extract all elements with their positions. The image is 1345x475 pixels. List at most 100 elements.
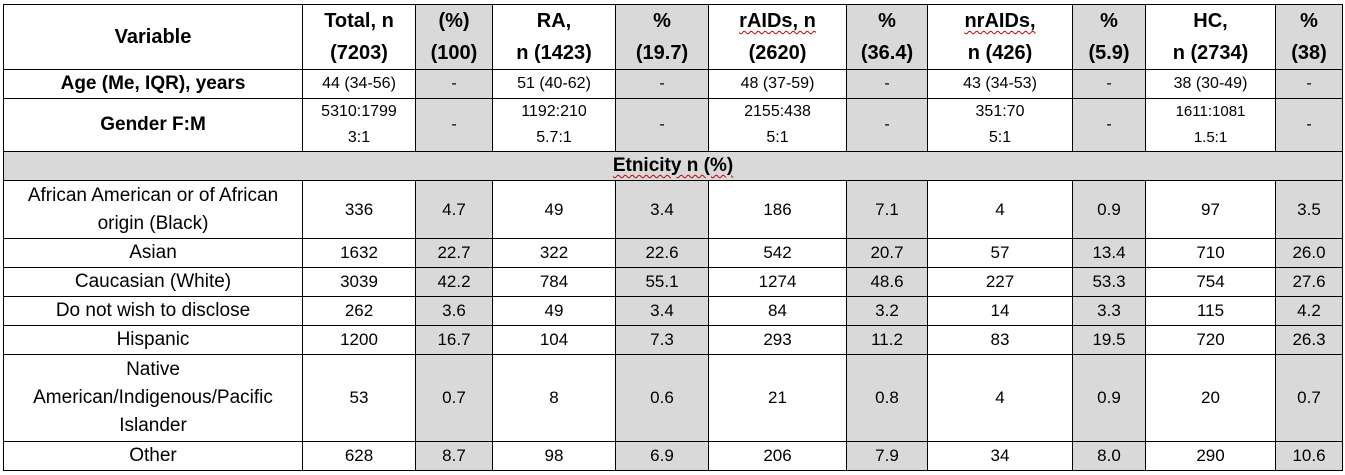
header-raids-pct: % (36.4) <box>846 4 928 70</box>
cell-count: 4 <box>927 180 1073 239</box>
cell-percent: 4.2 <box>1275 296 1343 326</box>
age-hc-pct: - <box>1275 69 1343 99</box>
section-row: Etnicity n (%) <box>3 151 1343 181</box>
header-raids: rAIDs, n (2620) <box>708 4 847 70</box>
cell-percent: 53.3 <box>1072 267 1146 297</box>
cell-percent: 7.9 <box>846 441 928 471</box>
age-nraids: 43 (34-53) <box>927 69 1073 99</box>
cell-count: 1632 <box>302 238 416 268</box>
cell-count: 784 <box>492 267 616 297</box>
cell-percent: 8.7 <box>415 441 493 471</box>
gender-total-pct: - <box>415 98 493 152</box>
cell-count: 8 <box>492 354 616 442</box>
cell-percent: 11.2 <box>846 325 928 355</box>
age-raids: 48 (37-59) <box>708 69 847 99</box>
cell-count: 53 <box>302 354 416 442</box>
cell-percent: 0.9 <box>1072 180 1146 239</box>
gender-hc-pct: - <box>1275 98 1343 152</box>
header-total-pct: (%) (100) <box>415 4 493 70</box>
ethnicity-rows: African American or of African origin (B… <box>3 180 1343 471</box>
cell-count: 710 <box>1145 238 1276 268</box>
section-title: Etnicity n (%) <box>3 151 1343 181</box>
cell-count: 720 <box>1145 325 1276 355</box>
cell-percent: 7.3 <box>615 325 709 355</box>
cell-percent: 22.7 <box>415 238 493 268</box>
cell-count: 49 <box>492 180 616 239</box>
age-ra: 51 (40-62) <box>492 69 616 99</box>
row-label: Do not wish to disclose <box>3 296 303 326</box>
cell-percent: 0.6 <box>615 354 709 442</box>
cell-count: 186 <box>708 180 847 239</box>
cell-count: 14 <box>927 296 1073 326</box>
gender-nraids: 351:70 5:1 <box>927 98 1073 152</box>
cell-percent: 6.9 <box>615 441 709 471</box>
gender-hc: 1611:1081 1.5:1 <box>1145 98 1276 152</box>
cell-count: 754 <box>1145 267 1276 297</box>
cell-count: 57 <box>927 238 1073 268</box>
cell-percent: 3.5 <box>1275 180 1343 239</box>
cell-count: 322 <box>492 238 616 268</box>
age-total: 44 (34-56) <box>302 69 416 99</box>
cell-percent: 7.1 <box>846 180 928 239</box>
cell-count: 628 <box>302 441 416 471</box>
table-row: Native American/Indigenous/Pacific Islan… <box>3 354 1343 442</box>
cell-percent: 8.0 <box>1072 441 1146 471</box>
cell-count: 206 <box>708 441 847 471</box>
cell-count: 3039 <box>302 267 416 297</box>
gender-row: Gender F:M 5310:1799 3:1 - 1192:210 5.7:1 … <box>3 98 1343 152</box>
age-label: Age (Me, IQR), years <box>3 69 303 99</box>
cell-count: 542 <box>708 238 847 268</box>
header-nraids-pct: % (5.9) <box>1072 4 1146 70</box>
cell-count: 98 <box>492 441 616 471</box>
cell-percent: 26.3 <box>1275 325 1343 355</box>
header-hc-pct: % (38) <box>1275 4 1343 70</box>
cell-count: 104 <box>492 325 616 355</box>
demographics-table: Variable Total, n (7203) (%) (100) RA, n (1… <box>3 4 1343 471</box>
gender-ra-pct: - <box>615 98 709 152</box>
header-variable: Variable <box>3 4 303 70</box>
cell-percent: 26.0 <box>1275 238 1343 268</box>
cell-percent: 42.2 <box>415 267 493 297</box>
cell-count: 84 <box>708 296 847 326</box>
cell-percent: 27.6 <box>1275 267 1343 297</box>
cell-percent: 3.6 <box>415 296 493 326</box>
cell-count: 115 <box>1145 296 1276 326</box>
gender-raids-pct: - <box>846 98 928 152</box>
cell-count: 1200 <box>302 325 416 355</box>
age-ra-pct: - <box>615 69 709 99</box>
row-label: Caucasian (White) <box>3 267 303 297</box>
header-total: Total, n (7203) <box>302 4 416 70</box>
row-label: Hispanic <box>3 325 303 355</box>
cell-percent: 10.6 <box>1275 441 1343 471</box>
cell-percent: 20.7 <box>846 238 928 268</box>
cell-count: 49 <box>492 296 616 326</box>
table-row: Caucasian (White) 3039 42.2 784 55.1 1274 48.6… <box>3 267 1343 297</box>
cell-percent: 13.4 <box>1072 238 1146 268</box>
cell-percent: 0.8 <box>846 354 928 442</box>
cell-percent: 3.4 <box>615 296 709 326</box>
cell-percent: 55.1 <box>615 267 709 297</box>
header-row: Variable Total, n (7203) (%) (100) RA, n (1… <box>3 4 1343 70</box>
cell-percent: 3.2 <box>846 296 928 326</box>
header-ra-pct: % (19.7) <box>615 4 709 70</box>
gender-ra: 1192:210 5.7:1 <box>492 98 616 152</box>
cell-percent: 16.7 <box>415 325 493 355</box>
cell-percent: 4.7 <box>415 180 493 239</box>
cell-count: 227 <box>927 267 1073 297</box>
table-row: African American or of African origin (B… <box>3 180 1343 239</box>
cell-count: 262 <box>302 296 416 326</box>
cell-count: 83 <box>927 325 1073 355</box>
age-total-pct: - <box>415 69 493 99</box>
row-label: Other <box>3 441 303 471</box>
age-raids-pct: - <box>846 69 928 99</box>
cell-percent: 0.7 <box>415 354 493 442</box>
cell-count: 336 <box>302 180 416 239</box>
table-row: Do not wish to disclose 262 3.6 49 3.4 84 3.2 1… <box>3 296 1343 326</box>
cell-count: 293 <box>708 325 847 355</box>
cell-count: 290 <box>1145 441 1276 471</box>
table-row: Other 628 8.7 98 6.9 206 7.9 34 8.0 290 10.6 <box>3 441 1343 471</box>
header-ra: RA, n (1423) <box>492 4 616 70</box>
age-row: Age (Me, IQR), years 44 (34-56) - 51 (40… <box>3 69 1343 99</box>
cell-percent: 3.3 <box>1072 296 1146 326</box>
cell-count: 1274 <box>708 267 847 297</box>
